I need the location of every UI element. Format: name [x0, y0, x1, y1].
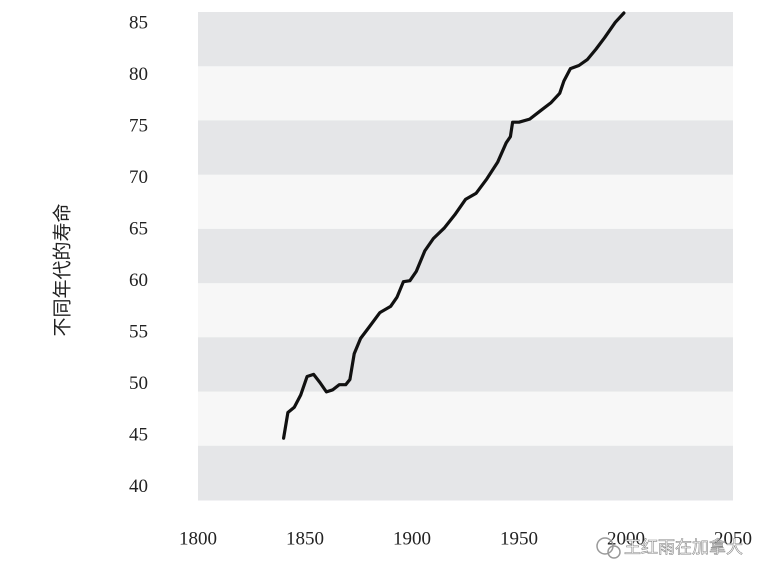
band [198, 228, 733, 284]
band [198, 337, 733, 393]
band [198, 66, 733, 121]
y-tick-label: 55 [129, 322, 148, 343]
band [198, 445, 733, 501]
band [198, 391, 733, 447]
x-tick-label: 2000 [607, 528, 645, 549]
background-bands [198, 12, 733, 501]
y-tick-label: 80 [129, 64, 148, 85]
band [198, 12, 733, 67]
x-tick-label: 2050 [714, 528, 752, 549]
x-tick-label: 1800 [179, 528, 217, 549]
y-tick-label: 75 [129, 116, 148, 137]
x-tick-label: 1950 [500, 528, 538, 549]
y-axis-label: 不同年代的寿命 [51, 203, 73, 336]
y-tick-label: 85 [129, 13, 148, 34]
y-tick-label: 45 [129, 425, 148, 446]
band [198, 283, 733, 338]
x-tick-label: 1900 [393, 528, 431, 549]
band [198, 120, 733, 176]
y-tick-label: 50 [129, 373, 148, 394]
y-tick-label: 60 [129, 270, 148, 291]
y-tick-label: 70 [129, 167, 148, 188]
line [282, 11, 626, 440]
y-tick-label: 65 [129, 219, 148, 240]
x-tick-label: 1850 [286, 528, 324, 549]
y-tick-label: 40 [129, 476, 148, 497]
watermark-icon [596, 537, 621, 559]
watermark: 王红雨在加拿大 [624, 537, 743, 558]
